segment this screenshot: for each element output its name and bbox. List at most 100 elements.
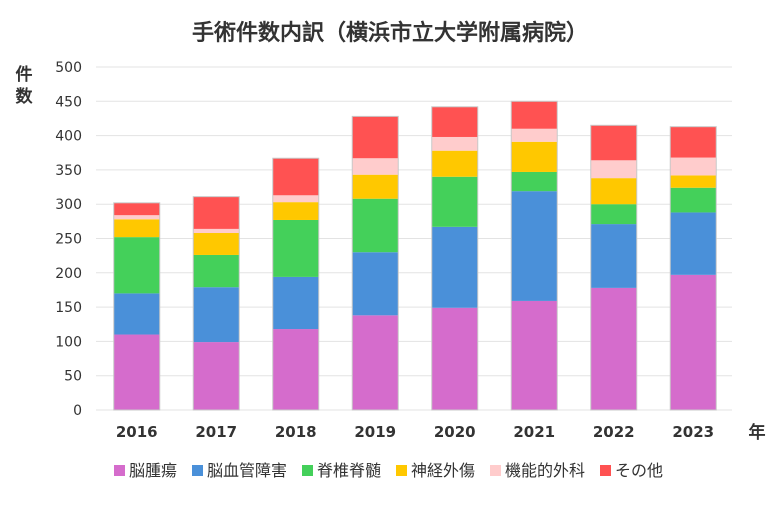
legend-label: 機能的外科 xyxy=(505,461,585,480)
bar-stack-2019 xyxy=(351,115,399,411)
bar-stack-2017 xyxy=(192,196,240,411)
bar-segment xyxy=(113,219,160,238)
bar-segment xyxy=(590,178,637,205)
bar-stack-2021 xyxy=(510,100,558,411)
legend-label: 脳腫瘍 xyxy=(129,461,177,480)
y-tick-label: 250 xyxy=(55,232,82,248)
bar-segment xyxy=(352,198,399,253)
legend-swatch xyxy=(114,465,125,476)
legend-item: 神経外傷 xyxy=(396,461,475,480)
bar-segment xyxy=(670,126,717,158)
y-tick-label: 0 xyxy=(73,403,82,419)
bar-segment xyxy=(113,215,160,220)
legend-item: 機能的外科 xyxy=(490,461,585,480)
bar-segment xyxy=(113,293,160,335)
legend-swatch xyxy=(302,465,313,476)
bar-segment xyxy=(670,157,717,176)
bar-segment xyxy=(670,274,717,410)
bar-segment xyxy=(511,141,558,172)
y-tick-label: 300 xyxy=(55,197,82,213)
bar-segment xyxy=(431,307,478,410)
bar-segment xyxy=(352,174,399,199)
legend-item: 脳腫瘍 xyxy=(114,461,177,480)
legend-item: 脳血管障害 xyxy=(192,461,287,480)
x-tick-label: 2017 xyxy=(195,423,237,441)
x-tick-label: 2019 xyxy=(354,423,396,441)
x-tick-label: 2020 xyxy=(434,423,476,441)
y-axis-label-char-1: 件 xyxy=(16,64,33,85)
bar-segment xyxy=(431,106,478,137)
bar-stack-2022 xyxy=(590,124,638,411)
legend-swatch xyxy=(192,465,203,476)
bar-outline xyxy=(113,202,161,411)
x-tick-label: 2021 xyxy=(513,423,555,441)
bar-segment xyxy=(193,254,240,288)
bar-segment xyxy=(352,315,399,410)
bar-outline xyxy=(669,126,717,411)
x-tick-label: 2016 xyxy=(116,423,158,441)
bar-segment xyxy=(511,128,558,142)
y-tick-label: 500 xyxy=(55,60,82,76)
legend-label: 神経外傷 xyxy=(411,461,475,480)
legend-label: 脳血管障害 xyxy=(207,461,287,480)
bar-outline xyxy=(192,196,240,411)
bar-segment xyxy=(113,237,160,294)
bar-outline xyxy=(590,124,638,411)
bar-outline xyxy=(431,106,479,411)
bar-segment xyxy=(193,228,240,234)
y-tick-label: 350 xyxy=(55,163,82,179)
bar-segment xyxy=(352,158,399,175)
bar-segment xyxy=(590,125,637,161)
bar-segment xyxy=(670,187,717,213)
bar-segment xyxy=(193,196,240,229)
x-axis-label: 年 xyxy=(749,422,766,443)
bar-segment xyxy=(590,160,637,179)
bar-segment xyxy=(511,300,558,410)
bar-outline xyxy=(351,115,399,411)
bar-segment xyxy=(431,136,478,151)
bar-stack-2023 xyxy=(669,126,717,411)
bar-segment xyxy=(193,287,240,343)
bar-segment xyxy=(193,342,240,410)
bar-segment xyxy=(193,233,240,255)
legend-item: 脊椎脊髄 xyxy=(302,461,381,480)
bar-segment xyxy=(272,158,319,196)
bar-segment xyxy=(511,101,558,129)
y-tick-label: 450 xyxy=(55,94,82,110)
bar-segment xyxy=(511,191,558,301)
bar-segment xyxy=(272,202,319,220)
bar-outline xyxy=(272,157,320,411)
bar-segment xyxy=(272,219,319,277)
bar-segment xyxy=(431,176,478,227)
legend-swatch xyxy=(396,465,407,476)
bar-segment xyxy=(113,202,160,216)
bars xyxy=(113,100,717,411)
bar-stack-2016 xyxy=(113,202,161,411)
chart-title: 手術件数内訳（横浜市立大学附属病院） xyxy=(192,20,588,46)
x-tick-label: 2023 xyxy=(672,423,714,441)
bar-segment xyxy=(590,224,637,288)
bar-segment xyxy=(590,287,637,410)
y-tick-label: 50 xyxy=(64,369,82,385)
bar-segment xyxy=(352,252,399,316)
y-tick-label: 400 xyxy=(55,129,82,145)
bar-segment xyxy=(272,195,319,203)
bar-stack-2020 xyxy=(431,106,479,411)
bar-segment xyxy=(511,171,558,192)
legend-item: その他 xyxy=(600,461,663,480)
bar-segment xyxy=(272,276,319,330)
y-tick-label: 100 xyxy=(55,334,82,350)
bar-segment xyxy=(670,212,717,275)
y-tick-label: 200 xyxy=(55,266,82,282)
bar-segment xyxy=(431,150,478,177)
bar-stack-2018 xyxy=(272,157,320,411)
bar-outline xyxy=(510,100,558,411)
x-tick-label: 2018 xyxy=(275,423,317,441)
x-axis-ticks: 2016 2017 2018 2019 2020 2021 2022 2023 xyxy=(116,423,714,441)
x-tick-label: 2022 xyxy=(593,423,635,441)
bar-segment xyxy=(113,334,160,410)
y-axis-ticks: 0 50 100 150 200 250 300 350 400 450 500 xyxy=(55,60,82,419)
legend-swatch xyxy=(600,465,611,476)
y-axis-label-char-2: 数 xyxy=(16,86,34,107)
